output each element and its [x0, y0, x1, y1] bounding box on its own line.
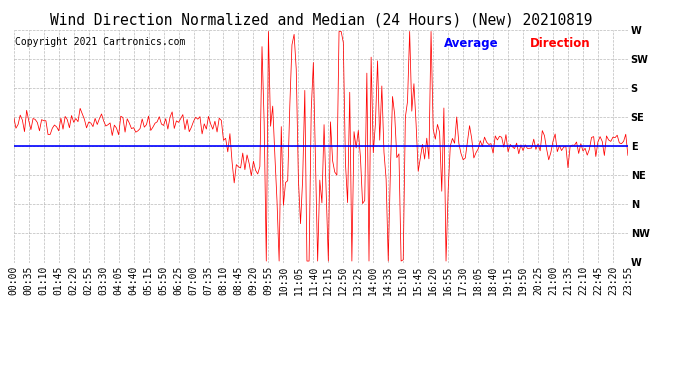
- Text: Copyright 2021 Cartronics.com: Copyright 2021 Cartronics.com: [15, 37, 186, 47]
- Text: Direction: Direction: [530, 37, 590, 50]
- Text: Average: Average: [444, 37, 498, 50]
- Title: Wind Direction Normalized and Median (24 Hours) (New) 20210819: Wind Direction Normalized and Median (24…: [50, 12, 592, 27]
